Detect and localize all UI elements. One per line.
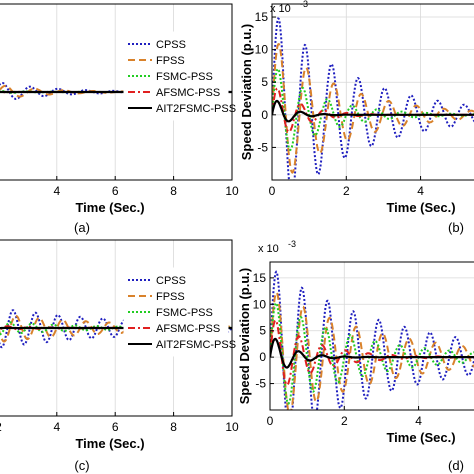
x-axis-label: Time (Sec.) (386, 430, 455, 445)
y-tick-label: -5 (255, 377, 266, 391)
x-tick-label: 4 (53, 420, 60, 434)
series-line-cpss (272, 17, 474, 180)
axes-frame (271, 3, 474, 181)
grid (270, 262, 474, 410)
x-tick-label: 4 (415, 414, 422, 428)
y-tick-label: 5 (259, 324, 266, 338)
subplot-a: 4 6 8 10 Time (Sec.) CPSS FPSS FSMC-PSS AFSMC-PS… (0, 3, 239, 235)
legend-label: FSMC-PSS (156, 307, 213, 319)
grid (272, 4, 474, 180)
legend-label: AFSMC-PSS (156, 87, 220, 99)
legend: CPSS FPSS FSMC-PSS AFSMC-PSS AIT2FSMC-PSS (123, 31, 236, 121)
y-tick-label: 15 (255, 10, 269, 24)
y-tick-label: 0 (259, 350, 266, 364)
x-axis-label: Time (Sec.) (75, 436, 144, 451)
legend-label: CPSS (156, 275, 186, 287)
series-line-ait2fsmc-pss (270, 337, 474, 369)
x-axis-label: Time (Sec.) (386, 200, 455, 215)
x-tick-label: 6 (112, 420, 119, 434)
series-line-fpss (0, 314, 232, 343)
exponent-label: x 10 (258, 243, 279, 255)
axes-frame (269, 261, 474, 411)
x-tick-label: 2 (343, 184, 350, 198)
y-axis-label: Speed Deviation (p.u.) (237, 268, 252, 405)
series-line-ait2fsmc-pss (272, 99, 474, 123)
y-tick-label: 15 (253, 271, 267, 285)
legend-label: CPSS (156, 39, 186, 51)
y-axis-label: Speed Deviation (p.u.) (239, 24, 254, 161)
legend-label: AIT2FSMC-PSS (156, 103, 236, 115)
series-group (272, 17, 474, 180)
exponent-value: -3 (288, 239, 296, 249)
x-tick-label: 2 (341, 414, 348, 428)
axes-frame (0, 239, 233, 417)
series-line-fsmc-pss (270, 302, 474, 405)
series-line-fpss (272, 42, 474, 174)
subplot-caption: (d) (448, 458, 464, 473)
subplot-caption: (b) (448, 220, 464, 235)
axes-frame (0, 3, 233, 181)
legend-label: FPSS (156, 55, 185, 67)
exponent-value: -3 (300, 0, 308, 9)
series-line-cpss (0, 82, 232, 101)
subplot-caption: (c) (74, 458, 89, 473)
series-line-fsmc-pss (272, 67, 474, 152)
legend: CPSS FPSS FSMC-PSS AFSMC-PSS AIT2FSMC-PSS (123, 267, 236, 357)
x-tick-label: 10 (225, 184, 239, 198)
subplot-caption: (a) (74, 220, 90, 235)
legend-label: AFSMC-PSS (156, 323, 220, 335)
series-line-afsmc-pss (270, 319, 474, 387)
y-tick-label: 5 (261, 75, 268, 89)
y-tick-label: 0 (261, 108, 268, 122)
x-tick-label: 6 (112, 184, 119, 198)
series-line-fpss (270, 291, 474, 410)
x-tick-label: 8 (170, 420, 177, 434)
legend-box (123, 31, 229, 121)
x-tick-label: 4 (53, 184, 60, 198)
exponent-label: x 10 (270, 3, 291, 15)
subplot-c: 2 4 6 8 10 Time (Sec.) CPSS FPSS FSMC-PSS AFSMC-P… (0, 239, 239, 473)
y-tick-label: 10 (253, 297, 267, 311)
legend-label: AIT2FSMC-PSS (156, 339, 236, 351)
legend-label: FSMC-PSS (156, 71, 213, 83)
x-tick-label: 0 (269, 184, 276, 198)
x-tick-label: 10 (225, 420, 239, 434)
y-tick-label: 10 (255, 43, 269, 57)
x-tick-label: 0 (267, 414, 274, 428)
x-axis-label: Time (Sec.) (75, 200, 144, 215)
x-tick-label: 4 (417, 184, 424, 198)
y-tick-label: -5 (257, 140, 268, 154)
legend-label: FPSS (156, 291, 185, 303)
x-tick-label: 8 (170, 184, 177, 198)
series-group (270, 270, 474, 410)
x-tick-label: 2 (0, 420, 2, 434)
